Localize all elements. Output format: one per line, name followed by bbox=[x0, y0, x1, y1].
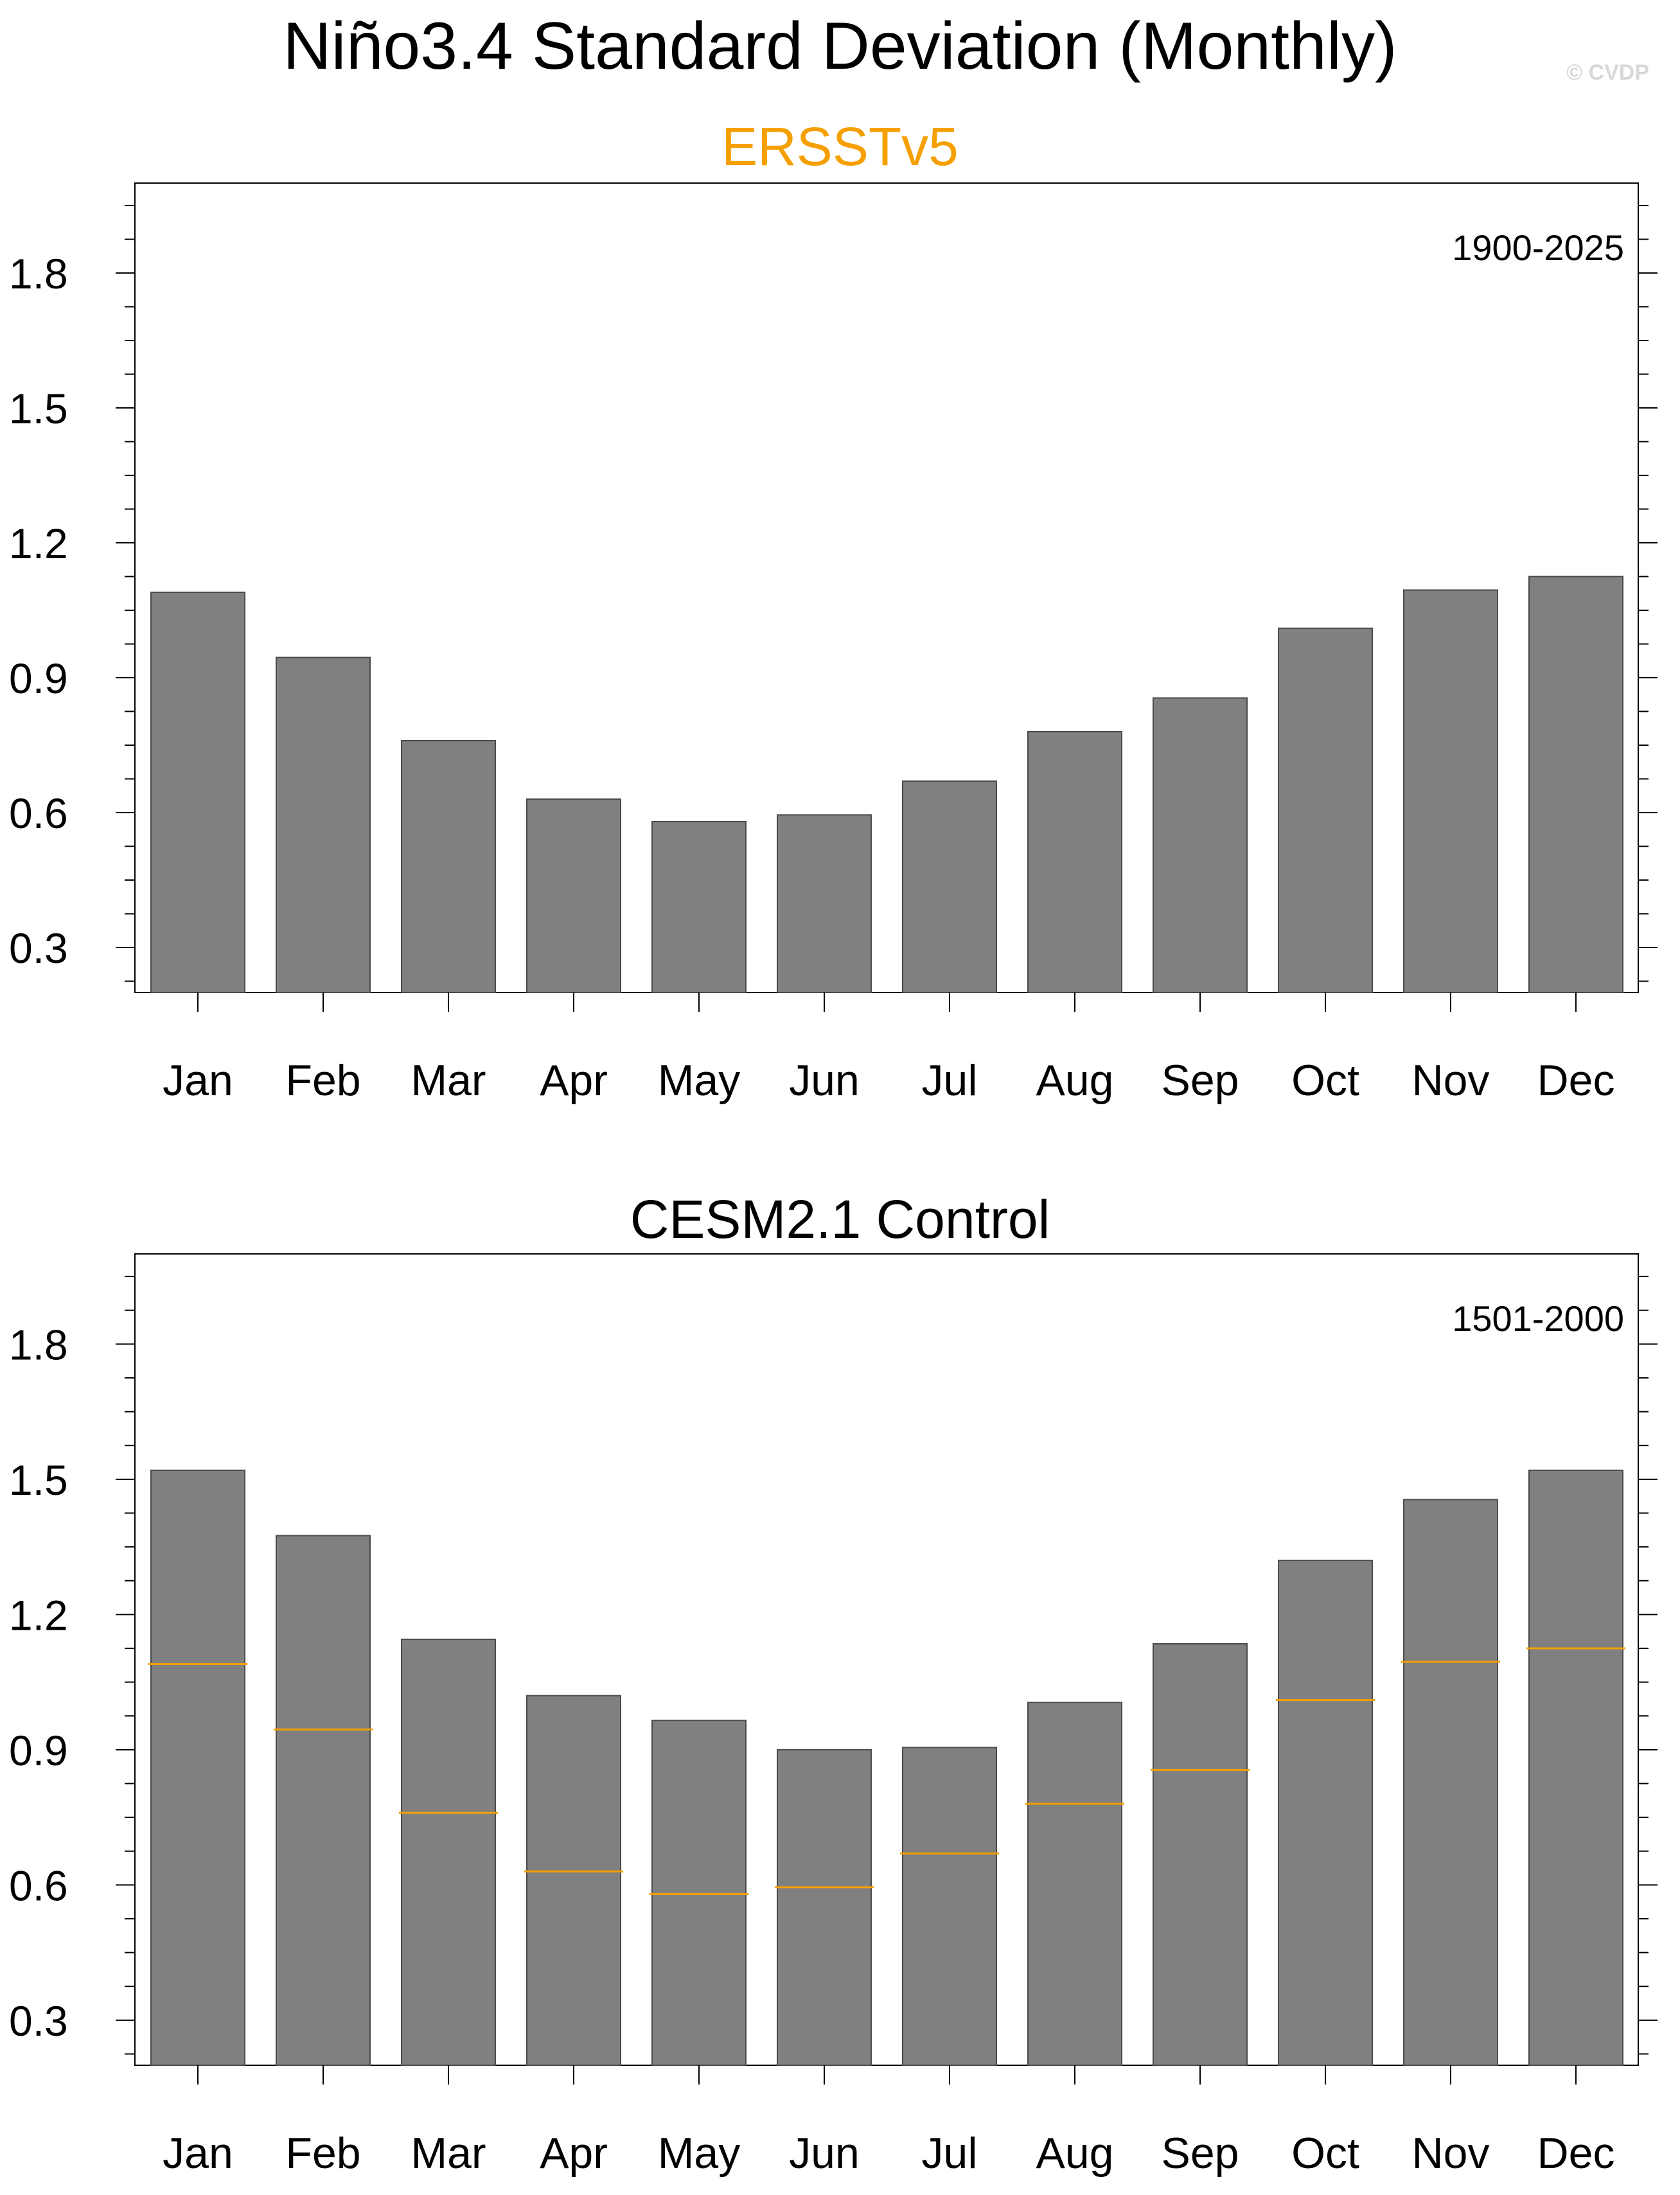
bottom-panel-title: CESM2.1 Control bbox=[630, 1189, 1050, 1249]
x-tick-label: Nov bbox=[1412, 1056, 1490, 1105]
bar-may bbox=[651, 1720, 747, 2067]
bar-feb bbox=[276, 657, 371, 993]
y-tick-label: 1.5 bbox=[9, 1456, 68, 1504]
bar-aug bbox=[1027, 731, 1122, 993]
y-tick-label: 1.5 bbox=[9, 385, 68, 432]
plot-frame bbox=[134, 1253, 1639, 2066]
bar-oct bbox=[1278, 1560, 1373, 2066]
x-tick-label: Dec bbox=[1537, 2129, 1615, 2178]
y-tick-label: 1.8 bbox=[9, 250, 68, 297]
x-tick-label: Jul bbox=[922, 2129, 978, 2178]
bar-feb bbox=[276, 1535, 371, 2067]
x-tick-label: Jul bbox=[922, 1056, 978, 1105]
x-tick-label: Mar bbox=[411, 1056, 486, 1105]
bar-mar bbox=[401, 740, 496, 993]
y-tick-label: 0.6 bbox=[9, 789, 68, 837]
x-tick-label: Apr bbox=[540, 2129, 608, 2178]
bar-nov bbox=[1403, 1499, 1498, 2067]
bar-dec bbox=[1528, 576, 1623, 993]
bar-jun bbox=[777, 1749, 872, 2066]
y-tick-label: 0.3 bbox=[9, 924, 68, 972]
x-tick-label: Dec bbox=[1537, 1056, 1615, 1105]
bar-mar bbox=[401, 1638, 496, 2067]
x-tick-label: Oct bbox=[1291, 1056, 1359, 1105]
x-tick-label: Nov bbox=[1412, 2129, 1490, 2178]
x-tick-label: Jun bbox=[789, 1056, 860, 1105]
x-tick-label: Jan bbox=[163, 1056, 233, 1105]
figure-title: Niño3.4 Standard Deviation (Monthly) bbox=[283, 9, 1397, 84]
x-tick-label: Aug bbox=[1036, 2129, 1114, 2178]
bar-apr bbox=[526, 798, 621, 993]
y-tick-label: 0.9 bbox=[9, 1727, 68, 1774]
x-tick-label: Feb bbox=[285, 1056, 360, 1105]
bar-jul bbox=[902, 780, 997, 993]
x-tick-label: Sep bbox=[1162, 1056, 1239, 1105]
copyright-watermark: © CVDP bbox=[1566, 60, 1649, 85]
x-tick-label: Sep bbox=[1162, 2129, 1239, 2178]
x-tick-label: Jun bbox=[789, 2129, 860, 2178]
x-tick-label: Mar bbox=[411, 2129, 486, 2178]
x-tick-label: Feb bbox=[285, 2129, 360, 2178]
y-tick-label: 0.6 bbox=[9, 1862, 68, 1909]
y-tick-label: 1.2 bbox=[9, 1591, 68, 1639]
bar-sep bbox=[1153, 1643, 1248, 2066]
y-tick-label: 0.9 bbox=[9, 655, 68, 702]
bar-sep bbox=[1153, 697, 1248, 993]
bar-aug bbox=[1027, 1702, 1122, 2067]
x-tick-label: May bbox=[658, 1056, 740, 1105]
bar-nov bbox=[1403, 589, 1498, 993]
x-tick-label: May bbox=[658, 2129, 740, 2178]
top-bar-chart: 0.3 0.6 0.9 1.2 1.5 1.8 Jan Feb Mar Apr May Jun Jul A… bbox=[9, 182, 1658, 1105]
bar-apr bbox=[526, 1695, 621, 2066]
x-tick-label: Aug bbox=[1036, 1056, 1114, 1105]
y-tick-label: 1.8 bbox=[9, 1321, 68, 1368]
x-tick-label: Apr bbox=[540, 1056, 608, 1105]
x-tick-label: Oct bbox=[1291, 2129, 1359, 2178]
period-label: 1501-2000 bbox=[1452, 1298, 1624, 1339]
bar-dec bbox=[1528, 1469, 1623, 2067]
y-tick-label: 0.3 bbox=[9, 1997, 68, 2045]
x-tick-label: Jan bbox=[163, 2129, 233, 2178]
period-label: 1900-2025 bbox=[1452, 227, 1624, 268]
top-panel-title: ERSSTv5 bbox=[721, 116, 959, 177]
plot-frame bbox=[134, 182, 1639, 993]
y-tick-label: 1.2 bbox=[9, 520, 68, 567]
bar-jan bbox=[150, 1469, 245, 2067]
bar-may bbox=[651, 821, 747, 993]
bar-jul bbox=[902, 1747, 997, 2066]
bar-jun bbox=[777, 814, 872, 993]
